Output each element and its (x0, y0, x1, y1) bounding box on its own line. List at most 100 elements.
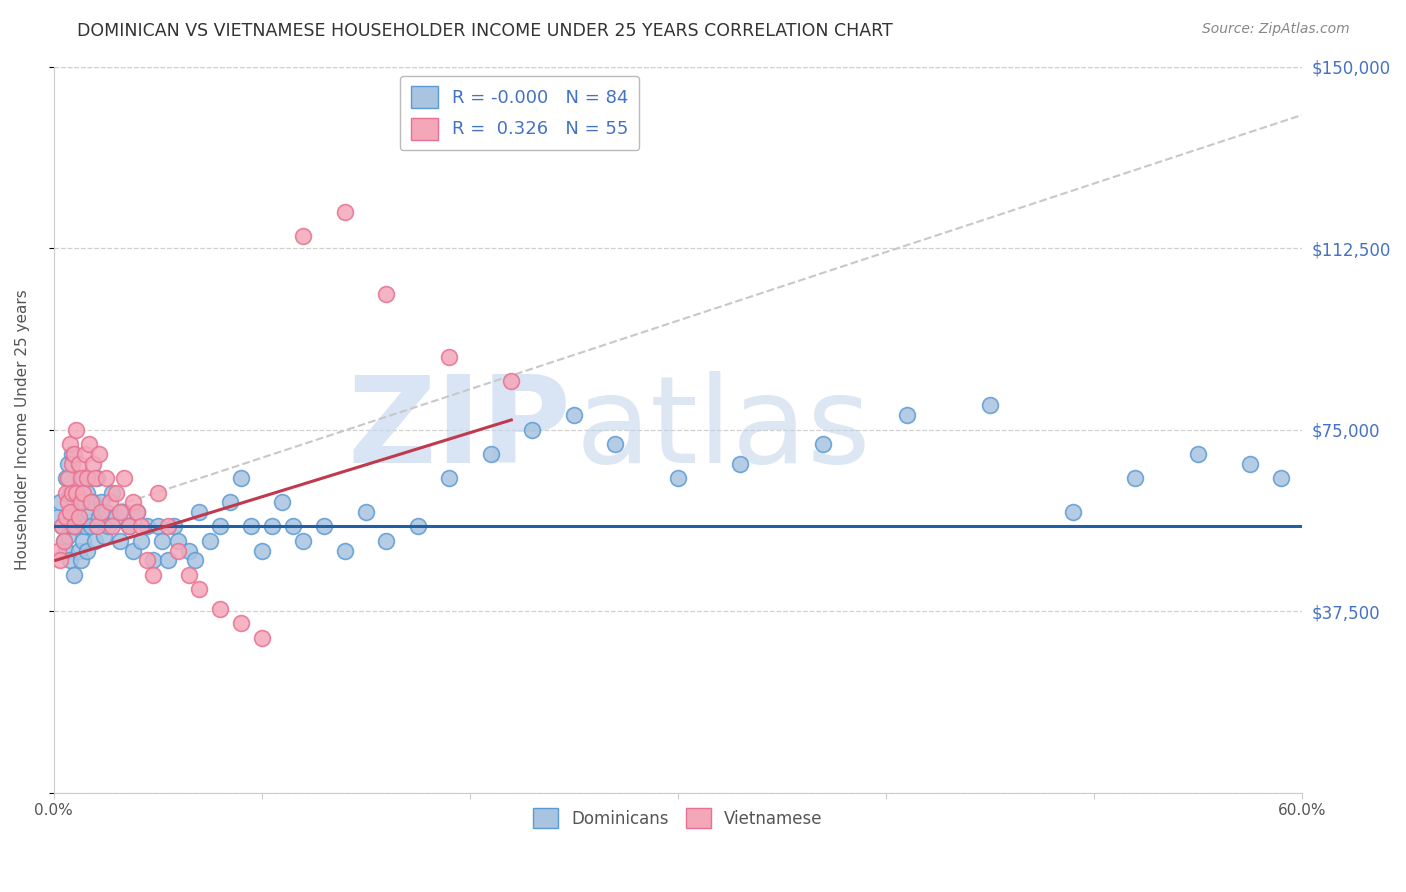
Point (333, 543, 356, 558)
Point (59, 485, 82, 500)
Point (562, 408, 585, 422)
Point (77, 437, 100, 451)
Point (250, 631, 273, 645)
Point (501, 374, 523, 388)
Point (219, 495, 242, 509)
Point (184, 553, 207, 567)
Point (354, 505, 377, 519)
Point (121, 495, 143, 509)
Point (84, 471, 107, 485)
Point (89, 447, 111, 461)
Point (437, 471, 460, 485)
Point (63, 505, 86, 519)
Point (55, 543, 77, 558)
Point (406, 519, 429, 533)
Point (65, 485, 87, 500)
Point (271, 495, 294, 509)
Point (55, 485, 77, 500)
Point (198, 533, 221, 548)
Point (60, 485, 83, 500)
Point (90, 495, 112, 509)
Point (136, 553, 159, 567)
Point (375, 533, 398, 548)
Point (53, 533, 76, 548)
Point (281, 519, 304, 533)
Point (229, 616, 252, 631)
Point (76, 543, 98, 558)
Point (112, 471, 135, 485)
Point (72, 485, 94, 500)
Point (150, 533, 173, 548)
Point (520, 423, 543, 437)
Point (69, 553, 91, 567)
Point (59, 505, 82, 519)
Point (188, 505, 211, 519)
Point (262, 519, 284, 533)
Text: ZIP: ZIP (347, 371, 572, 488)
Point (67, 543, 90, 558)
Point (312, 519, 335, 533)
Point (94, 471, 117, 485)
Point (49, 495, 72, 509)
Point (51, 519, 73, 533)
Point (86, 471, 108, 485)
Point (292, 229, 315, 244)
Point (605, 437, 627, 451)
Point (666, 471, 689, 485)
Point (82, 457, 104, 471)
Point (73, 519, 96, 533)
Point (163, 519, 186, 533)
Point (146, 485, 169, 500)
Point (73, 495, 96, 509)
Point (67, 457, 90, 471)
Point (56, 495, 79, 509)
Point (53, 533, 76, 548)
Point (80, 519, 103, 533)
Point (93, 529, 115, 543)
Point (105, 509, 128, 524)
Point (101, 519, 124, 533)
Text: Source: ZipAtlas.com: Source: ZipAtlas.com (1202, 22, 1350, 37)
Text: DOMINICAN VS VIETNAMESE HOUSEHOLDER INCOME UNDER 25 YEARS CORRELATION CHART: DOMINICAN VS VIETNAMESE HOUSEHOLDER INCO… (77, 22, 893, 40)
Point (60, 519, 83, 533)
Text: atlas: atlas (575, 371, 872, 488)
Point (73, 447, 96, 461)
Point (65, 423, 87, 437)
Point (63, 447, 86, 461)
Point (63, 519, 86, 533)
Point (209, 519, 232, 533)
Point (55, 471, 77, 485)
Point (76, 471, 98, 485)
Point (89, 509, 111, 524)
Point (98, 495, 121, 509)
Point (188, 582, 211, 597)
Point (77, 505, 100, 519)
Point (101, 485, 124, 500)
Point (129, 533, 152, 548)
Point (1239, 457, 1261, 471)
Point (60, 447, 83, 461)
Point (97, 519, 120, 533)
Point (67, 509, 90, 524)
Point (375, 287, 398, 301)
Point (229, 471, 252, 485)
Point (112, 505, 135, 519)
Point (121, 543, 143, 558)
Point (250, 543, 273, 558)
Point (69, 495, 91, 509)
Point (142, 567, 165, 582)
Point (167, 533, 190, 548)
Point (108, 533, 131, 548)
Point (979, 399, 1001, 413)
Point (108, 505, 131, 519)
Point (333, 204, 356, 219)
Point (55, 509, 77, 524)
Point (65, 519, 87, 533)
Point (1062, 505, 1084, 519)
Point (60, 457, 83, 471)
Point (813, 437, 835, 451)
Point (177, 543, 200, 558)
Point (1125, 471, 1147, 485)
Point (56, 457, 79, 471)
Point (69, 515, 91, 529)
